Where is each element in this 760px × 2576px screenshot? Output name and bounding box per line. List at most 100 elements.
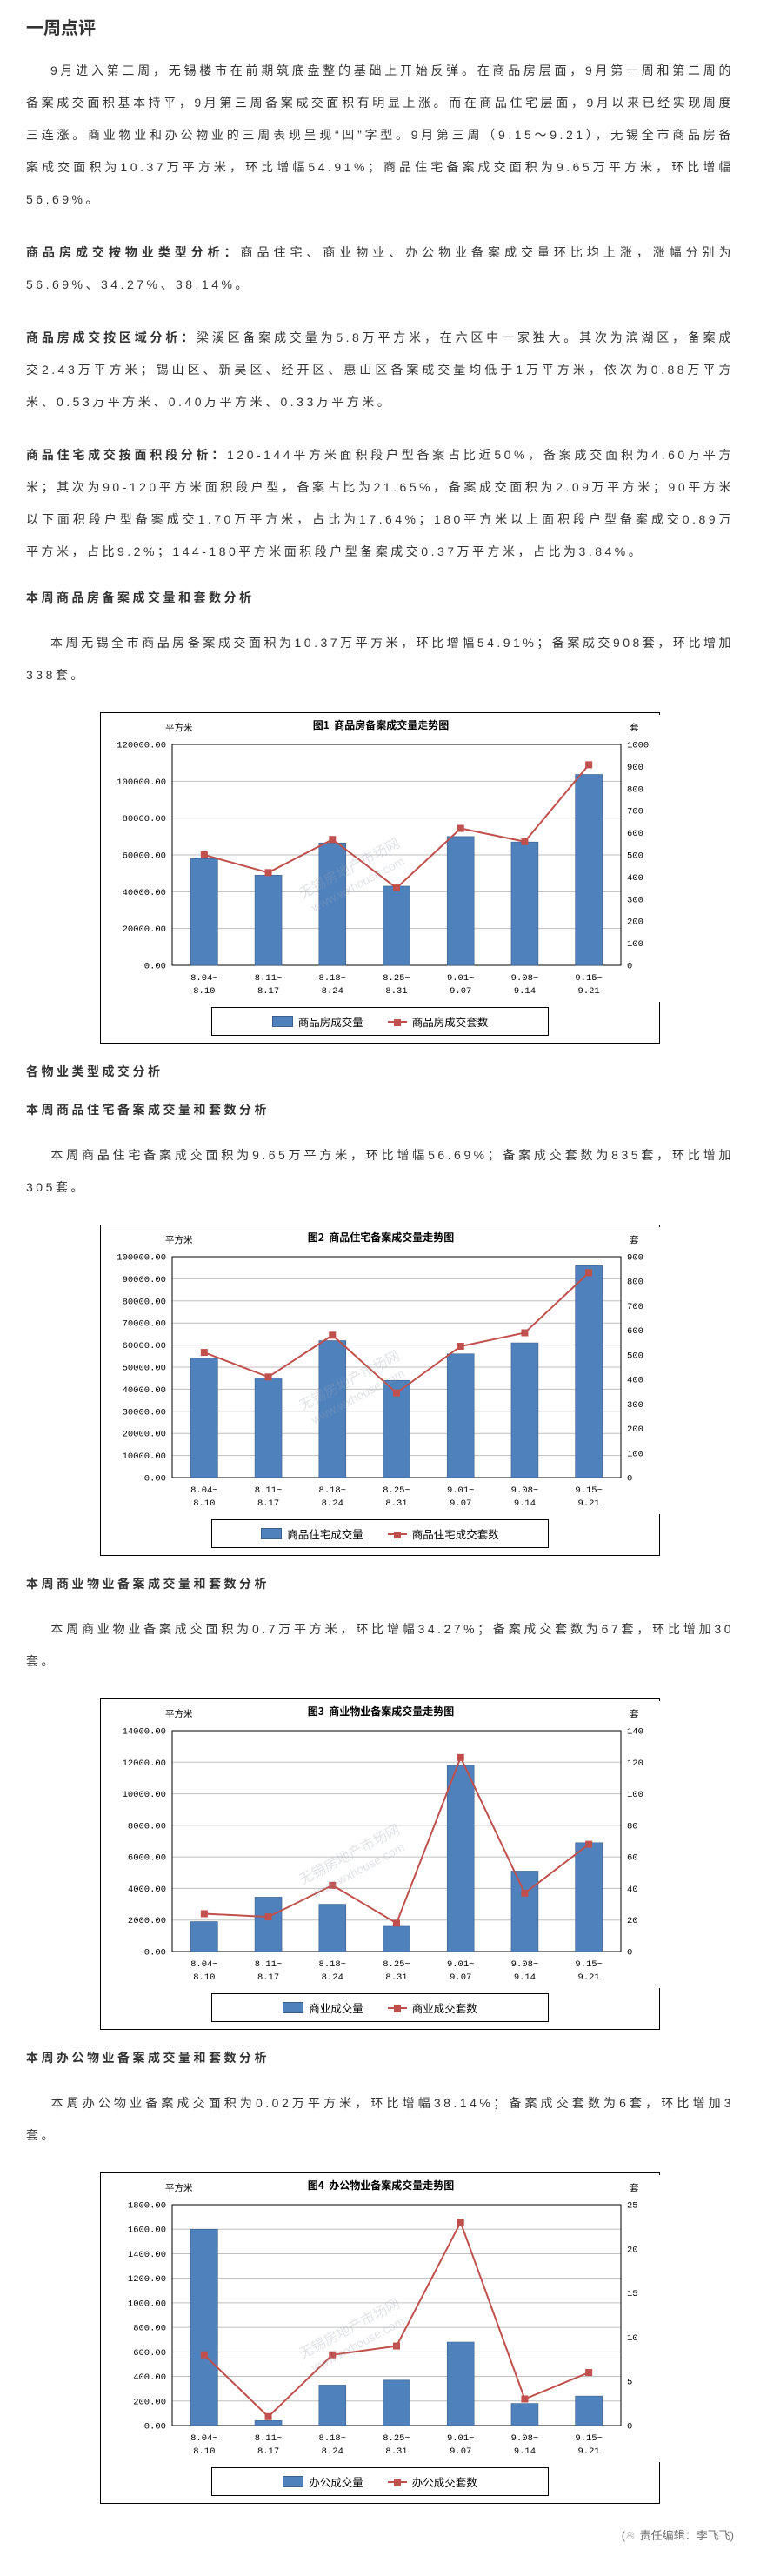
svg-text:1000: 1000	[627, 741, 649, 751]
svg-text:平方米: 平方米	[165, 2181, 193, 2194]
svg-text:0.00: 0.00	[144, 962, 166, 972]
svg-text:图2 商品住宅备案成交量走势图: 图2 商品住宅备案成交量走势图	[308, 1230, 455, 1245]
svg-text:9.14: 9.14	[514, 2446, 536, 2457]
svg-text:9.08~: 9.08~	[511, 1959, 539, 1970]
svg-text:平方米: 平方米	[165, 1233, 193, 1246]
svg-text:图4 办公物业备案成交量走势图: 图4 办公物业备案成交量走势图	[308, 2178, 455, 2192]
svg-text:50000.00: 50000.00	[123, 1364, 166, 1374]
svg-text:12000.00: 12000.00	[123, 1758, 166, 1769]
svg-text:8.18~: 8.18~	[319, 973, 347, 984]
svg-text:10: 10	[627, 2333, 638, 2344]
svg-text:10000.00: 10000.00	[123, 1452, 166, 1462]
svg-text:9.07: 9.07	[450, 1972, 471, 1983]
svg-text:14000.00: 14000.00	[123, 1727, 166, 1738]
svg-text:9.08~: 9.08~	[511, 2433, 539, 2444]
svg-text:9.07: 9.07	[450, 1498, 471, 1509]
svg-text:8.24: 8.24	[322, 1498, 343, 1509]
svg-text:5: 5	[627, 2378, 632, 2388]
svg-text:8.25~: 8.25~	[383, 2433, 410, 2444]
svg-text:8.17: 8.17	[257, 1972, 279, 1983]
svg-text:70000.00: 70000.00	[123, 1319, 166, 1330]
svg-text:15: 15	[627, 2289, 638, 2299]
svg-text:8.17: 8.17	[257, 1498, 279, 1509]
svg-text:8.25~: 8.25~	[383, 973, 410, 984]
svg-text:400: 400	[627, 1376, 643, 1386]
svg-text:8.11~: 8.11~	[255, 973, 283, 984]
svg-text:8000.00: 8000.00	[128, 1821, 166, 1832]
svg-text:8.10: 8.10	[193, 986, 215, 997]
svg-text:200.00: 200.00	[133, 2397, 166, 2407]
svg-text:800: 800	[627, 1278, 643, 1288]
svg-text:9.15~: 9.15~	[575, 1485, 603, 1496]
svg-text:700: 700	[627, 1302, 643, 1312]
svg-text:120: 120	[627, 1758, 643, 1769]
svg-text:9.15~: 9.15~	[575, 2433, 603, 2444]
svg-text:1600.00: 1600.00	[128, 2226, 166, 2236]
svg-text:8.18~: 8.18~	[319, 1485, 347, 1496]
svg-text:90000.00: 90000.00	[123, 1275, 166, 1285]
svg-text:600: 600	[627, 829, 643, 839]
svg-text:8.04~: 8.04~	[190, 2433, 218, 2444]
svg-text:30000.00: 30000.00	[123, 1407, 166, 1418]
svg-text:25: 25	[627, 2201, 638, 2212]
svg-text:20: 20	[627, 1916, 638, 1926]
svg-text:8.11~: 8.11~	[255, 1485, 283, 1496]
svg-text:8.31: 8.31	[385, 1972, 407, 1983]
svg-text:9.01~: 9.01~	[447, 1959, 475, 1970]
svg-text:0: 0	[627, 1948, 632, 1959]
svg-text:8.25~: 8.25~	[383, 1959, 410, 1970]
svg-text:8.11~: 8.11~	[255, 2433, 283, 2444]
svg-text:400.00: 400.00	[133, 2372, 166, 2383]
svg-text:套: 套	[630, 1233, 639, 1246]
svg-text:6000.00: 6000.00	[128, 1853, 166, 1864]
svg-text:700: 700	[627, 807, 643, 818]
svg-text:9.15~: 9.15~	[575, 973, 603, 984]
svg-text:600.00: 600.00	[133, 2348, 166, 2359]
svg-text:60000.00: 60000.00	[123, 1341, 166, 1351]
svg-text:9.07: 9.07	[450, 2446, 471, 2457]
svg-text:8.10: 8.10	[193, 1972, 215, 1983]
svg-text:800.00: 800.00	[133, 2324, 166, 2334]
svg-text:0: 0	[627, 2422, 632, 2433]
svg-text:8.17: 8.17	[257, 2446, 279, 2457]
svg-text:1000.00: 1000.00	[128, 2299, 166, 2309]
svg-text:0: 0	[627, 962, 632, 972]
svg-text:8.11~: 8.11~	[255, 1959, 283, 1970]
svg-text:80: 80	[627, 1821, 638, 1832]
svg-text:图3 商业物业备案成交量走势图: 图3 商业物业备案成交量走势图	[308, 1704, 455, 1718]
svg-text:500: 500	[627, 1351, 643, 1361]
svg-text:8.18~: 8.18~	[319, 2433, 347, 2444]
svg-text:800: 800	[627, 784, 643, 795]
svg-text:套: 套	[630, 1707, 639, 1720]
svg-text:9.14: 9.14	[514, 1972, 536, 1983]
svg-text:60000.00: 60000.00	[123, 851, 166, 862]
svg-text:9.01~: 9.01~	[447, 973, 475, 984]
svg-text:9.14: 9.14	[514, 986, 536, 997]
svg-text:1800.00: 1800.00	[128, 2201, 166, 2212]
svg-text:300: 300	[627, 895, 643, 905]
svg-text:套: 套	[630, 2181, 639, 2194]
svg-text:500: 500	[627, 851, 643, 862]
svg-text:100000.00: 100000.00	[117, 1253, 166, 1264]
svg-text:8.24: 8.24	[322, 986, 343, 997]
svg-text:8.04~: 8.04~	[190, 1485, 218, 1496]
svg-text:10000.00: 10000.00	[123, 1790, 166, 1800]
svg-text:8.10: 8.10	[193, 2446, 215, 2457]
svg-text:9.21: 9.21	[578, 1498, 600, 1509]
svg-text:9.15~: 9.15~	[575, 1959, 603, 1970]
svg-text:8.04~: 8.04~	[190, 1959, 218, 1970]
svg-text:1400.00: 1400.00	[128, 2250, 166, 2260]
svg-text:20000.00: 20000.00	[123, 924, 166, 935]
svg-text:900: 900	[627, 1253, 643, 1264]
svg-text:9.01~: 9.01~	[447, 2433, 475, 2444]
svg-text:8.18~: 8.18~	[319, 1959, 347, 1970]
svg-text:40: 40	[627, 1885, 638, 1895]
svg-text:100000.00: 100000.00	[117, 777, 166, 788]
svg-text:9.21: 9.21	[578, 1972, 600, 1983]
svg-text:8.24: 8.24	[322, 1972, 343, 1983]
svg-text:9.08~: 9.08~	[511, 973, 539, 984]
svg-text:300: 300	[627, 1400, 643, 1411]
svg-text:20000.00: 20000.00	[123, 1430, 166, 1440]
svg-text:80000.00: 80000.00	[123, 1297, 166, 1307]
svg-text:图1 商品房备案成交量走势图: 图1 商品房备案成交量走势图	[313, 717, 450, 732]
